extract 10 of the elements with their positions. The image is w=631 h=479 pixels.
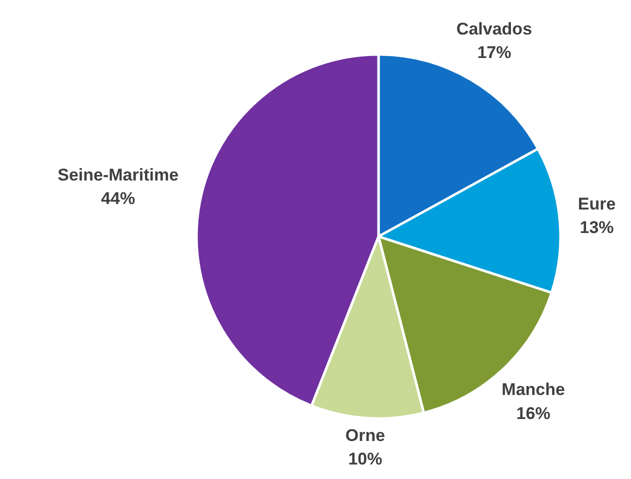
data-label: 17% — [477, 43, 512, 62]
slice-label: Eure — [578, 194, 616, 214]
data-label: 16% — [516, 404, 550, 423]
slice-label: Orne — [345, 426, 386, 445]
data-label: 10% — [348, 450, 382, 469]
data-label: 13% — [580, 218, 614, 238]
data-label: 44% — [101, 189, 136, 208]
slice-label: Manche — [502, 380, 565, 400]
slice-label: Seine-Maritime — [58, 165, 179, 184]
slice-label: Calvados — [456, 19, 532, 38]
